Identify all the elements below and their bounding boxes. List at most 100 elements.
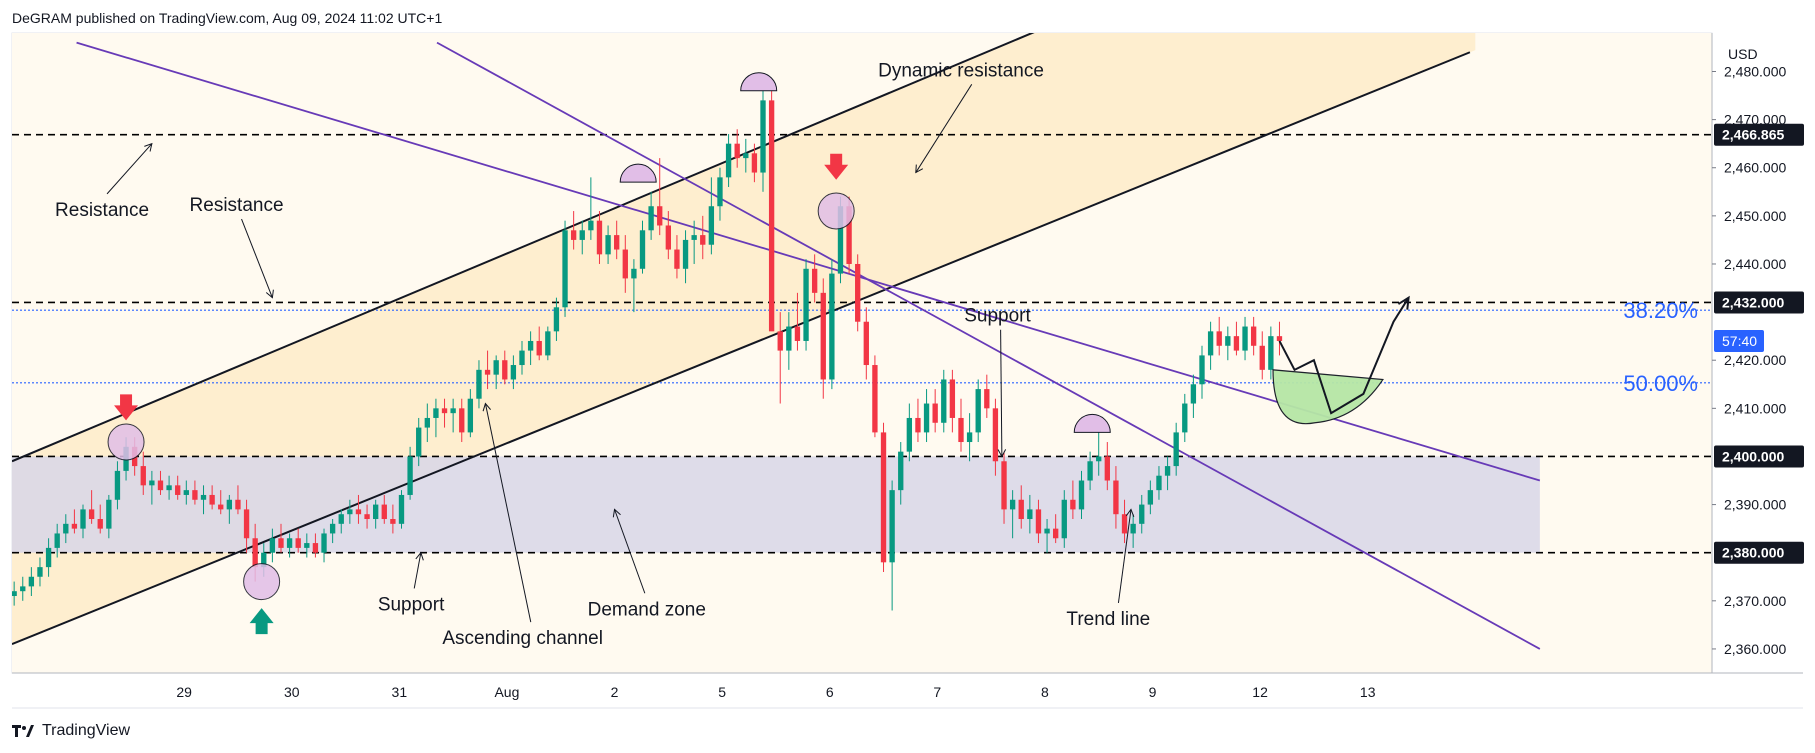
candle[interactable] bbox=[192, 480, 198, 505]
candle[interactable] bbox=[347, 499, 353, 524]
candle[interactable] bbox=[321, 528, 327, 563]
candle[interactable] bbox=[355, 494, 362, 524]
candle[interactable] bbox=[682, 230, 689, 284]
candle[interactable] bbox=[286, 533, 293, 558]
candle[interactable] bbox=[966, 413, 973, 462]
candle[interactable] bbox=[734, 129, 740, 168]
candle[interactable] bbox=[37, 557, 43, 587]
candle[interactable] bbox=[829, 259, 835, 390]
candle[interactable] bbox=[373, 499, 379, 529]
candle[interactable] bbox=[157, 470, 164, 495]
candle[interactable] bbox=[140, 451, 146, 495]
plot-area[interactable] bbox=[11, 0, 1712, 673]
candle[interactable] bbox=[390, 504, 396, 534]
candle[interactable] bbox=[1199, 345, 1205, 399]
candle[interactable] bbox=[932, 389, 938, 433]
candle[interactable] bbox=[1044, 519, 1050, 553]
candle[interactable] bbox=[889, 480, 895, 611]
tradingview-brand[interactable]: TradingView bbox=[12, 722, 130, 740]
candle[interactable] bbox=[149, 470, 155, 505]
candle[interactable] bbox=[562, 220, 568, 317]
candle[interactable] bbox=[570, 211, 577, 250]
candle[interactable] bbox=[786, 312, 792, 370]
candle[interactable] bbox=[459, 398, 465, 443]
candle[interactable] bbox=[743, 138, 749, 173]
candle[interactable] bbox=[20, 576, 26, 601]
candle[interactable] bbox=[1276, 321, 1283, 356]
candle[interactable] bbox=[28, 567, 35, 597]
candle[interactable] bbox=[502, 350, 508, 385]
candle[interactable] bbox=[364, 504, 370, 529]
candle[interactable] bbox=[114, 461, 121, 510]
candle[interactable] bbox=[811, 254, 818, 303]
candle[interactable] bbox=[218, 490, 224, 515]
candle[interactable] bbox=[407, 446, 413, 500]
candle[interactable] bbox=[984, 374, 990, 418]
candle[interactable] bbox=[553, 297, 560, 341]
candle[interactable] bbox=[631, 259, 637, 313]
candle[interactable] bbox=[717, 167, 723, 221]
candle[interactable] bbox=[1104, 442, 1110, 491]
candle[interactable] bbox=[949, 369, 956, 433]
candle[interactable] bbox=[1225, 326, 1231, 361]
candle[interactable] bbox=[1259, 331, 1265, 380]
candle[interactable] bbox=[1035, 499, 1042, 544]
candle[interactable] bbox=[519, 340, 525, 375]
candle[interactable] bbox=[906, 403, 913, 462]
candle[interactable] bbox=[1173, 422, 1179, 476]
candle[interactable] bbox=[1182, 393, 1188, 443]
candle[interactable] bbox=[1207, 321, 1214, 370]
candle[interactable] bbox=[1216, 316, 1222, 356]
candle[interactable] bbox=[708, 177, 715, 255]
candle[interactable] bbox=[433, 398, 439, 438]
candle[interactable] bbox=[329, 519, 336, 544]
candle[interactable] bbox=[657, 158, 663, 236]
candle[interactable] bbox=[1078, 470, 1085, 520]
time-axis[interactable]: 29 30 31 Aug 2 5 6 7 8 9 12 13 bbox=[12, 672, 1803, 709]
candle[interactable] bbox=[760, 85, 766, 192]
candle[interactable] bbox=[898, 442, 904, 505]
candle[interactable] bbox=[1061, 490, 1067, 548]
candle[interactable] bbox=[381, 494, 387, 524]
candle[interactable] bbox=[863, 307, 869, 380]
candle[interactable] bbox=[1250, 316, 1257, 356]
candle[interactable] bbox=[441, 398, 448, 428]
candle[interactable] bbox=[269, 528, 276, 563]
candle[interactable] bbox=[941, 369, 947, 433]
candle[interactable] bbox=[1139, 494, 1145, 534]
candle[interactable] bbox=[278, 523, 284, 553]
candle[interactable] bbox=[691, 220, 697, 264]
candle[interactable] bbox=[1233, 321, 1240, 356]
candle[interactable] bbox=[243, 499, 250, 553]
candle[interactable] bbox=[175, 475, 181, 500]
candle[interactable] bbox=[751, 143, 758, 183]
candle[interactable] bbox=[1190, 374, 1197, 418]
candle[interactable] bbox=[527, 331, 534, 366]
candle[interactable] bbox=[1121, 499, 1128, 544]
candle[interactable] bbox=[992, 398, 999, 476]
candle[interactable] bbox=[803, 259, 809, 351]
candle[interactable] bbox=[398, 490, 405, 529]
candle[interactable] bbox=[1113, 466, 1119, 529]
candle[interactable] bbox=[1001, 451, 1007, 524]
candle[interactable] bbox=[1087, 451, 1093, 491]
candle[interactable] bbox=[622, 235, 628, 293]
candle[interactable] bbox=[106, 494, 112, 539]
candle[interactable] bbox=[467, 389, 474, 438]
candle[interactable] bbox=[1070, 480, 1076, 520]
candle[interactable] bbox=[700, 215, 706, 260]
candle[interactable] bbox=[166, 475, 172, 500]
candle[interactable] bbox=[588, 177, 594, 240]
candle[interactable] bbox=[235, 485, 241, 515]
candle[interactable] bbox=[794, 292, 801, 351]
candle[interactable] bbox=[209, 485, 215, 510]
candle[interactable] bbox=[338, 509, 344, 534]
candle[interactable] bbox=[880, 422, 887, 572]
candle[interactable] bbox=[1027, 494, 1033, 534]
candle[interactable] bbox=[596, 211, 603, 264]
candle[interactable] bbox=[725, 134, 732, 187]
candle[interactable] bbox=[975, 379, 981, 443]
candle[interactable] bbox=[63, 514, 69, 544]
